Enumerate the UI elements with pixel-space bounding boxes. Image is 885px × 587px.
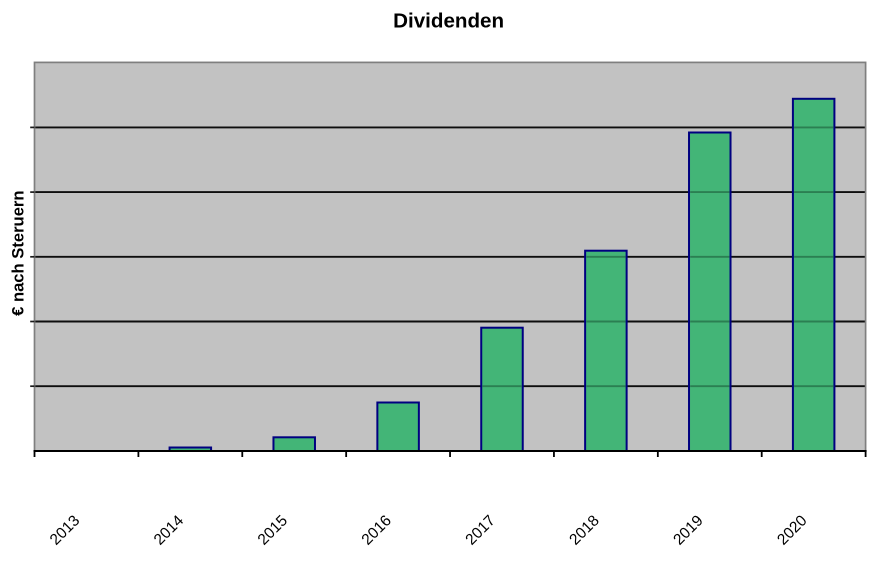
svg-text:2016: 2016 [359, 512, 395, 548]
svg-text:2020: 2020 [774, 512, 811, 549]
svg-text:€ nach Steruern: € nach Steruern [8, 190, 27, 315]
svg-text:2014: 2014 [151, 512, 188, 549]
svg-text:2013: 2013 [47, 512, 83, 548]
svg-text:Dividenden: Dividenden [393, 10, 504, 33]
svg-text:2015: 2015 [255, 512, 291, 548]
svg-text:2017: 2017 [462, 512, 498, 548]
svg-text:2019: 2019 [670, 512, 706, 548]
svg-text:2018: 2018 [566, 512, 602, 548]
